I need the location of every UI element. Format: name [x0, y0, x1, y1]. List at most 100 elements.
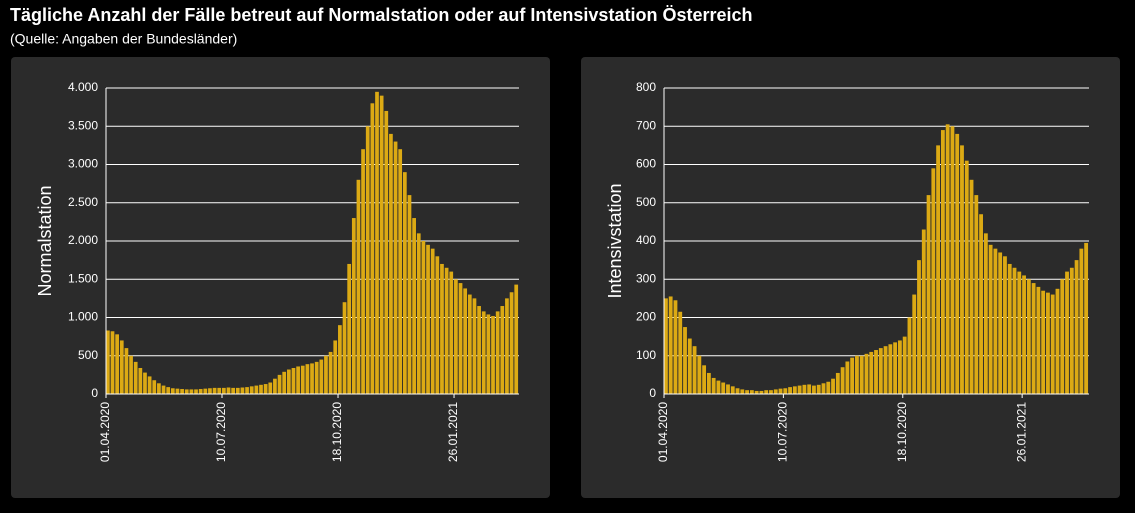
bar	[342, 302, 347, 394]
bar	[170, 388, 175, 394]
bar	[365, 126, 370, 394]
bar	[1031, 283, 1036, 394]
y-tick-label: 1.500	[68, 271, 98, 285]
bar	[268, 382, 273, 394]
bar	[338, 325, 342, 394]
bar	[1041, 290, 1046, 394]
bar	[826, 381, 831, 394]
bar	[314, 361, 319, 394]
bar	[486, 314, 491, 394]
bar	[254, 385, 259, 394]
bar	[998, 252, 1003, 394]
bar	[850, 357, 855, 394]
bar	[711, 377, 716, 394]
bar	[467, 294, 472, 394]
bar	[310, 363, 314, 394]
bar	[106, 330, 110, 394]
bar	[449, 271, 454, 394]
x-tick-label: 10.07.2020	[214, 402, 228, 462]
bar	[1003, 256, 1007, 394]
bar	[917, 260, 921, 394]
bar	[859, 355, 864, 394]
bar	[993, 248, 998, 394]
bar	[1017, 271, 1022, 394]
bar	[426, 244, 430, 394]
bar	[960, 145, 964, 394]
y-tick-label: 300	[636, 271, 656, 285]
bar	[444, 267, 449, 394]
bar	[361, 149, 365, 394]
bar	[416, 233, 421, 394]
bar	[807, 384, 812, 394]
bar	[969, 179, 974, 394]
bar	[931, 168, 936, 394]
bar	[955, 133, 960, 394]
bar	[950, 126, 955, 394]
bar	[668, 296, 673, 394]
bar	[300, 365, 305, 394]
bar	[222, 387, 226, 394]
bar	[664, 298, 668, 394]
y-tick-label: 2.500	[68, 195, 98, 209]
bar	[161, 385, 166, 394]
bar	[740, 389, 745, 394]
bar	[1012, 267, 1017, 394]
y-tick-label: 500	[636, 195, 656, 209]
bar	[907, 317, 912, 394]
bar	[198, 389, 203, 394]
y-tick-label: 200	[636, 310, 656, 324]
y-tick-label: 4.000	[68, 80, 98, 94]
bar	[240, 387, 245, 394]
bar	[143, 372, 147, 394]
bar	[226, 387, 231, 394]
y-tick-label: 0	[649, 386, 656, 400]
bar	[356, 179, 361, 394]
bar	[375, 91, 379, 394]
bar	[440, 263, 444, 394]
bar	[697, 355, 702, 394]
bar	[721, 382, 726, 394]
bar	[351, 218, 356, 394]
bar	[509, 292, 514, 394]
bar	[897, 340, 902, 394]
bar	[855, 355, 859, 394]
bar	[412, 218, 416, 394]
bar	[864, 353, 869, 394]
bar	[282, 371, 287, 394]
page-subtitle: (Quelle: Angaben der Bundesländer)	[10, 31, 237, 47]
y-tick-label: 400	[636, 233, 656, 247]
bar	[421, 241, 426, 394]
bar	[319, 359, 324, 394]
bar	[273, 378, 277, 394]
bar	[384, 110, 389, 394]
x-tick-label: 01.04.2020	[98, 402, 112, 462]
bar	[802, 384, 807, 394]
bar	[936, 145, 941, 394]
bar	[735, 388, 740, 394]
bar	[1036, 286, 1041, 394]
bar	[778, 388, 783, 394]
bar	[119, 340, 124, 394]
bar	[333, 340, 338, 394]
bar	[324, 355, 328, 394]
bar	[514, 284, 519, 394]
bar	[726, 384, 730, 394]
bar	[874, 350, 878, 394]
bar	[398, 149, 403, 394]
y-axis-label: Normalstation	[35, 185, 55, 296]
bar	[749, 390, 754, 394]
bar	[921, 229, 926, 394]
bar	[379, 95, 384, 395]
y-tick-label: 600	[636, 157, 656, 171]
bar	[393, 141, 398, 394]
bar	[821, 383, 826, 394]
bar	[816, 384, 821, 394]
bar	[157, 383, 161, 394]
bar	[1050, 294, 1055, 394]
bar	[1084, 242, 1089, 394]
bar	[792, 386, 797, 394]
bar	[974, 195, 979, 394]
bar	[745, 390, 749, 394]
bar	[845, 361, 850, 394]
y-tick-label: 0	[91, 386, 98, 400]
